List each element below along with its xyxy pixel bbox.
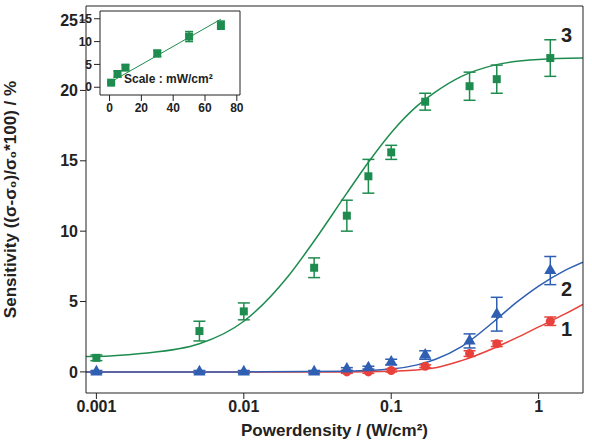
svg-text:20: 20	[60, 82, 78, 99]
svg-text:0: 0	[106, 101, 113, 115]
svg-text:2: 2	[561, 278, 572, 300]
svg-text:Sensitivity ((σ-σ₀)/σ₀*100) /: Sensitivity ((σ-σ₀)/σ₀*100) / %	[8, 81, 20, 318]
svg-text:1: 1	[534, 398, 543, 415]
svg-text:0.001: 0.001	[76, 398, 116, 415]
svg-text:0: 0	[85, 80, 92, 94]
svg-text:25: 25	[60, 12, 78, 29]
svg-text:20: 20	[135, 101, 149, 115]
svg-text:3: 3	[561, 24, 572, 46]
svg-text:5: 5	[85, 58, 92, 72]
svg-text:15: 15	[60, 152, 78, 169]
svg-text:0.1: 0.1	[380, 398, 402, 415]
svg-text:Powerdensity / (W/cm²): Powerdensity / (W/cm²)	[241, 421, 428, 440]
svg-text:1: 1	[561, 318, 572, 340]
svg-text:0: 0	[69, 364, 78, 381]
svg-text:80: 80	[230, 101, 244, 115]
svg-text:5: 5	[69, 293, 78, 310]
svg-text:0.01: 0.01	[228, 398, 259, 415]
svg-text:40: 40	[167, 101, 181, 115]
svg-text:60: 60	[198, 101, 212, 115]
html-text:Scale : mW/cm²: Scale : mW/cm²	[124, 72, 213, 86]
svg-text:15: 15	[79, 12, 93, 26]
svg-text:10: 10	[79, 35, 93, 49]
svg-text:10: 10	[60, 223, 78, 240]
